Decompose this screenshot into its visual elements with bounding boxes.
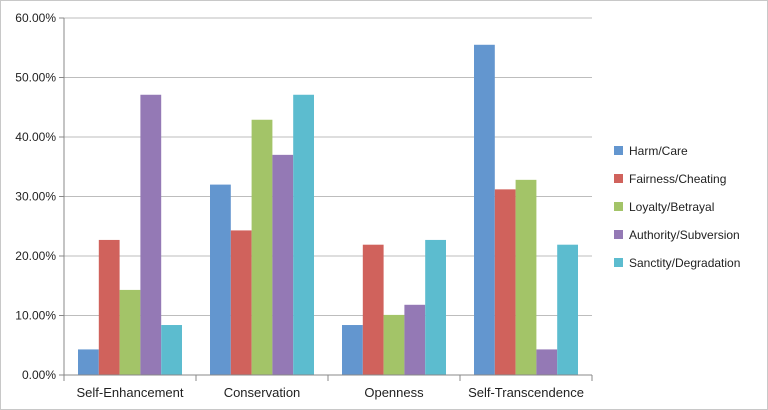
bar-loyalty-betrayal-openness [383, 314, 405, 375]
y-axis-ticks: 0.00% 10.00% 20.00% 30.00% 40.00% 50.00% 60.00… [15, 11, 64, 382]
bar-sanctity-degradation-openness [425, 239, 446, 375]
x-category-label: Openness [364, 385, 424, 400]
legend-swatch [614, 258, 623, 267]
legend-swatch [614, 202, 623, 211]
legend: Harm/Care Fairness/Cheating Loyalty/Betray… [614, 144, 740, 270]
legend-label: Loyalty/Betrayal [629, 200, 714, 214]
legend-label: Fairness/Cheating [629, 172, 726, 186]
legend-swatch [614, 146, 623, 155]
legend-label: Harm/Care [629, 144, 688, 158]
legend-label: Authority/Subversion [629, 228, 740, 242]
bar-authority-subversion-self-transcendence [536, 349, 558, 375]
bar-loyalty-betrayal-conservation [251, 119, 273, 376]
bar-authority-subversion-self-enhancement [140, 94, 162, 375]
bar-fairness-cheating-self-enhancement [98, 239, 120, 375]
bar-harm-care-self-enhancement [78, 349, 99, 375]
bar-loyalty-betrayal-self-enhancement [119, 289, 141, 375]
y-tick-label: 40.00% [15, 130, 56, 144]
bar-sanctity-degradation-conservation [293, 94, 314, 375]
y-tick-label: 60.00% [15, 11, 56, 25]
x-axis-ticks: Self-Enhancement Conservation Openness Self… [63, 375, 593, 400]
x-category-label: Self-Enhancement [77, 385, 184, 400]
bar-fairness-cheating-conservation [230, 230, 252, 375]
bar-sanctity-degradation-self-transcendence [557, 244, 578, 375]
bar-harm-care-openness [342, 325, 363, 375]
bar-fairness-cheating-self-transcendence [494, 189, 516, 375]
bar-sanctity-degradation-self-enhancement [161, 325, 182, 375]
bar-harm-care-conservation [210, 184, 231, 375]
x-category-label: Self-Transcendence [468, 385, 584, 400]
bar-harm-care-self-transcendence [474, 44, 495, 376]
x-category-label: Conservation [224, 385, 301, 400]
bar-authority-subversion-openness [404, 304, 426, 375]
y-tick-label: 30.00% [15, 190, 56, 204]
y-tick-label: 50.00% [15, 71, 56, 85]
legend-swatch [614, 230, 623, 239]
y-tick-label: 20.00% [15, 249, 56, 263]
bars [78, 44, 578, 376]
legend-label: Sanctity/Degradation [629, 256, 740, 270]
y-tick-label: 10.00% [15, 309, 56, 323]
y-tick-label: 0.00% [22, 368, 56, 382]
legend-swatch [614, 174, 623, 183]
bar-loyalty-betrayal-self-transcendence [515, 179, 537, 375]
bar-authority-subversion-conservation [272, 154, 294, 375]
bar-fairness-cheating-openness [362, 244, 384, 375]
